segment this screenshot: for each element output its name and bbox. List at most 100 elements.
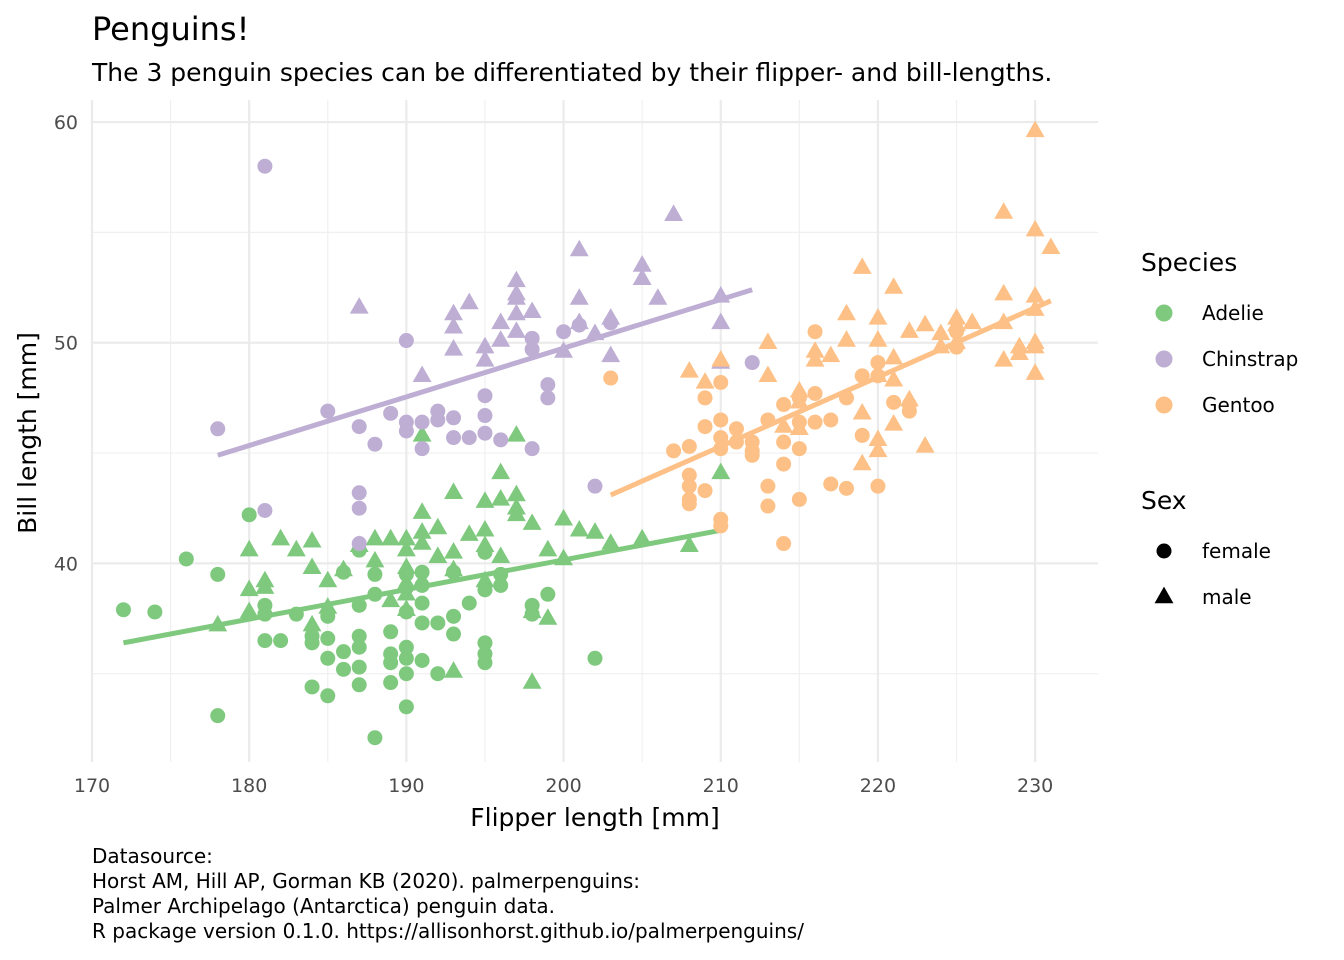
y-axis-title: Bill length [mm] — [13, 332, 42, 534]
point-male-adelie — [475, 491, 495, 508]
point-male-adelie — [506, 425, 526, 442]
y-tick-label: 40 — [54, 553, 78, 575]
point-male-chinstrap — [444, 303, 463, 321]
point-female-adelie — [351, 639, 367, 655]
point-male-gentoo — [994, 350, 1014, 367]
point-female-chinstrap — [398, 423, 414, 439]
point-male-adelie — [444, 482, 463, 499]
point-female-adelie — [446, 608, 462, 624]
point-male-adelie — [679, 535, 699, 552]
point-female-gentoo — [807, 385, 823, 401]
point-male-gentoo — [758, 365, 778, 383]
point-male-gentoo — [1041, 237, 1061, 255]
legend-key-male — [1154, 586, 1174, 604]
point-female-chinstrap — [446, 410, 462, 426]
point-male-gentoo — [994, 283, 1014, 301]
point-male-chinstrap — [491, 330, 511, 347]
point-male-adelie — [318, 570, 338, 588]
point-male-gentoo — [837, 330, 856, 347]
point-male-gentoo — [868, 308, 888, 325]
point-female-chinstrap — [414, 414, 430, 430]
point-female-chinstrap — [351, 536, 367, 552]
point-male-gentoo — [679, 361, 699, 378]
point-female-chinstrap — [461, 430, 477, 446]
point-female-gentoo — [776, 456, 792, 472]
point-female-gentoo — [713, 430, 729, 446]
point-male-adelie — [428, 517, 448, 535]
legend-key-chinstrap — [1155, 350, 1173, 368]
caption: Datasource: Horst AM, Hill AP, Gorman KB… — [92, 844, 804, 944]
point-male-adelie — [302, 557, 322, 575]
point-female-adelie — [257, 606, 273, 622]
legend-label-chinstrap: Chinstrap — [1202, 347, 1298, 371]
point-male-gentoo — [899, 321, 919, 338]
point-female-gentoo — [728, 421, 744, 437]
point-male-chinstrap — [506, 288, 526, 305]
point-female-chinstrap — [414, 441, 430, 457]
point-male-adelie — [396, 557, 416, 575]
point-female-chinstrap — [524, 330, 540, 346]
point-female-chinstrap — [351, 500, 367, 516]
point-female-adelie — [398, 699, 414, 715]
point-female-chinstrap — [493, 432, 509, 448]
point-male-chinstrap — [648, 288, 668, 305]
point-male-gentoo — [915, 436, 935, 453]
caption-line: Horst AM, Hill AP, Gorman KB (2020). pal… — [92, 869, 641, 893]
point-male-chinstrap — [601, 308, 621, 325]
legend-label-gentoo: Gentoo — [1202, 393, 1275, 417]
point-male-adelie — [239, 539, 259, 557]
point-male-chinstrap — [491, 312, 511, 330]
x-tick-label: 230 — [1017, 775, 1053, 797]
point-male-adelie — [302, 614, 322, 632]
point-female-gentoo — [776, 434, 792, 450]
point-female-gentoo — [807, 324, 823, 340]
point-male-gentoo — [931, 336, 951, 354]
point-male-gentoo — [852, 257, 872, 274]
point-female-chinstrap — [210, 421, 226, 437]
point-male-gentoo — [868, 440, 888, 458]
point-female-adelie — [320, 688, 336, 704]
point-male-chinstrap — [349, 297, 369, 314]
point-male-gentoo — [915, 314, 935, 332]
x-tick-label: 200 — [545, 775, 581, 797]
point-male-adelie — [569, 519, 589, 537]
point-male-adelie — [491, 489, 511, 506]
point-male-gentoo — [868, 365, 888, 383]
point-female-chinstrap — [524, 441, 540, 457]
point-female-chinstrap — [477, 408, 493, 424]
point-male-chinstrap — [569, 288, 589, 305]
y-tick-label: 60 — [54, 112, 78, 134]
legend-label-female: female — [1202, 539, 1271, 563]
point-male-gentoo — [947, 314, 966, 332]
point-male-adelie — [475, 570, 495, 588]
caption-line: Datasource: — [92, 844, 213, 868]
point-male-adelie — [522, 513, 542, 530]
point-female-chinstrap — [430, 412, 446, 428]
point-male-chinstrap — [711, 286, 731, 303]
point-male-chinstrap — [522, 301, 542, 319]
point-male-chinstrap — [569, 239, 589, 257]
point-male-gentoo — [994, 312, 1014, 330]
point-male-gentoo — [994, 202, 1014, 219]
point-male-adelie — [396, 539, 416, 557]
point-female-adelie — [398, 666, 414, 682]
point-female-adelie — [477, 635, 493, 651]
point-male-chinstrap — [459, 292, 479, 310]
point-female-adelie — [304, 635, 320, 651]
point-female-chinstrap — [367, 436, 383, 452]
point-male-gentoo — [852, 453, 872, 471]
point-male-gentoo — [837, 303, 856, 321]
point-male-adelie — [444, 559, 463, 577]
point-male-adelie — [711, 462, 731, 480]
point-female-gentoo — [713, 441, 729, 457]
point-female-chinstrap — [257, 502, 273, 518]
point-female-adelie — [210, 566, 226, 582]
legend-key-adelie — [1155, 304, 1173, 322]
point-male-chinstrap — [506, 303, 526, 321]
point-female-adelie — [115, 602, 131, 618]
point-male-gentoo — [884, 414, 904, 431]
caption-line: R package version 0.1.0. https://allison… — [92, 919, 804, 943]
point-female-gentoo — [886, 394, 902, 410]
legend-label-male: male — [1202, 585, 1252, 609]
